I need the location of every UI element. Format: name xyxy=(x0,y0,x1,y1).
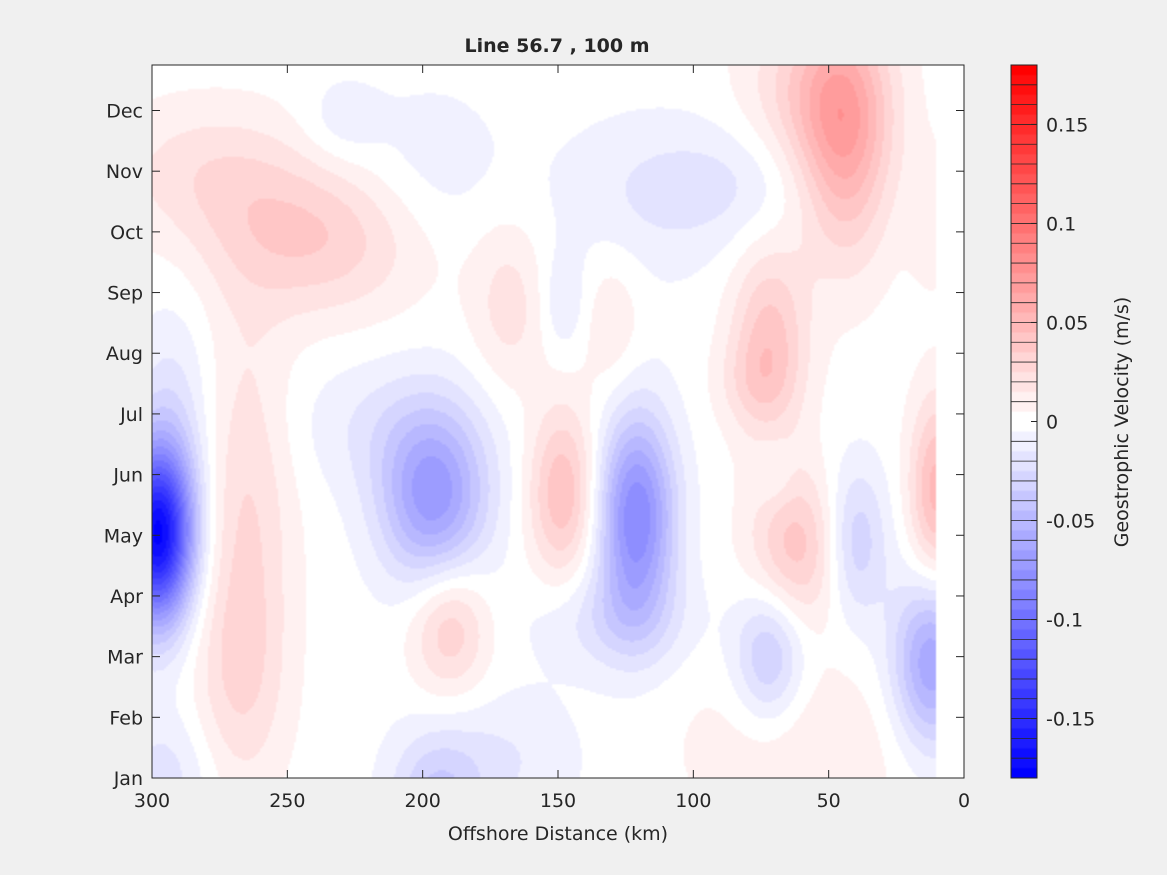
x-tick-label: 50 xyxy=(817,790,841,812)
colorbar-tick-label: -0.1 xyxy=(1046,610,1083,632)
x-tick-label: 150 xyxy=(540,790,576,812)
y-tick-label: Mar xyxy=(107,647,143,669)
colorbar-level-lines xyxy=(1011,84,1037,759)
colorbar-tick-label: 0.05 xyxy=(1046,312,1088,334)
y-tick-label: Aug xyxy=(106,343,143,365)
colorbar-tick-label: 0 xyxy=(1046,412,1058,434)
colorbar-tick-label: 0.15 xyxy=(1046,114,1088,136)
y-tick-label: May xyxy=(104,525,143,547)
x-tick-label: 0 xyxy=(958,790,970,812)
colorbar-label: Geostrophic Velocity (m/s) xyxy=(1111,297,1133,547)
y-tick-label: Jun xyxy=(112,465,143,487)
y-tick-label: Dec xyxy=(106,101,143,123)
y-tick-label: Sep xyxy=(107,283,143,305)
y-axis: Jan Feb Mar Apr May Jun Jul Aug Sep Oct Nov Dec xyxy=(104,101,964,790)
chart-title: Line 56.7 , 100 m xyxy=(464,35,649,57)
y-tick-label: Feb xyxy=(109,707,143,729)
x-tick-label: 250 xyxy=(269,790,305,812)
x-tick-label: 300 xyxy=(134,790,170,812)
colorbar-tick-label: -0.15 xyxy=(1046,709,1095,731)
y-tick-label: Nov xyxy=(106,161,143,183)
colorbar-ticks: -0.15 -0.1 -0.05 0 0.05 0.1 0.15 xyxy=(1031,114,1095,731)
y-tick-label: Oct xyxy=(110,222,143,244)
colorbar-tick-label: -0.05 xyxy=(1046,511,1095,533)
y-tick-label: Apr xyxy=(110,586,143,608)
colorbar-tick-label: 0.1 xyxy=(1046,213,1076,235)
x-axis-label: Offshore Distance (km) xyxy=(448,823,668,845)
y-tick-label: Jan xyxy=(113,768,143,790)
velocity-contour-field xyxy=(152,65,964,778)
x-axis: 300 250 200 150 100 50 0 xyxy=(134,65,970,812)
x-tick-label: 100 xyxy=(675,790,711,812)
x-tick-label: 200 xyxy=(405,790,441,812)
y-tick-label: Jul xyxy=(119,404,143,426)
